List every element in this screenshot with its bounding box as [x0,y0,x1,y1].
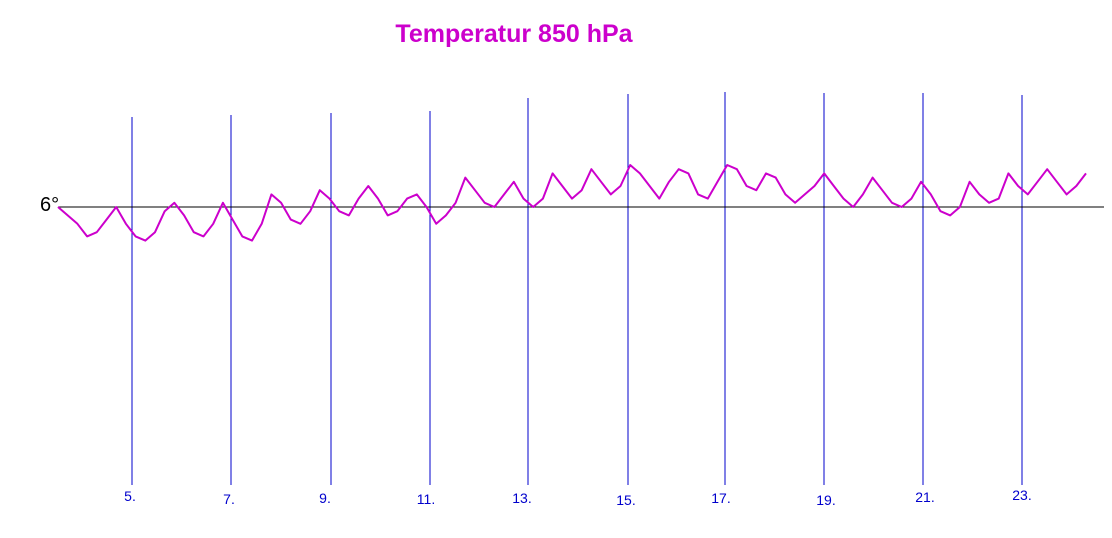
reference-label: 6° [40,194,59,216]
x-tick-label: 15. [616,492,635,508]
x-tick-label: 9. [319,490,331,506]
x-tick-labels: 5. 7. 9. 11. 13. 15. 17. 19. 21. 23. [124,487,1032,508]
x-tick-label: 19. [816,492,835,508]
series-layer [57,164,1087,242]
x-tick-label: 11. [417,491,435,507]
x-tick-label: 5. [124,488,136,504]
x-tick-label: 7. [223,491,235,507]
x-tick-label: 21. [915,489,934,505]
x-tick-label: 17. [711,490,730,506]
series-line [57,164,1087,242]
vertical-grid-lines [131,92,1023,485]
chart-title: Temperatur 850 hPa [395,20,633,48]
x-tick-label: 23. [1012,487,1031,503]
x-tick-label: 13. [512,490,531,506]
